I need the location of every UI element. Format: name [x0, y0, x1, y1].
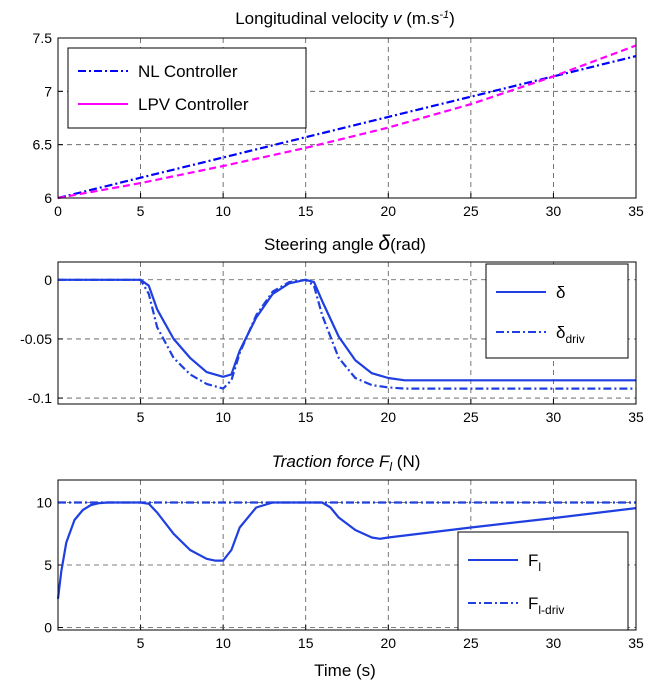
x-tick-label: 10 — [215, 203, 231, 219]
x-tick-label: 30 — [546, 409, 562, 425]
x-tick-label: 20 — [380, 409, 396, 425]
x-tick-label: 25 — [463, 203, 479, 219]
x-tick-label: 35 — [628, 409, 644, 425]
x-tick-label: 25 — [463, 635, 479, 651]
legend-label-delta-driv: δdriv — [556, 323, 585, 346]
chart2-title: Steering angle δ(rad) — [264, 232, 426, 255]
x-tick-label: 25 — [463, 409, 479, 425]
x-axis-label: Time (s) — [314, 661, 376, 680]
legend-label-delta: δ — [556, 283, 565, 302]
series-line-1-1 — [58, 278, 636, 390]
x-tick-label: 35 — [628, 635, 644, 651]
y-tick-label: 0 — [44, 620, 52, 636]
legend-label-nl: NL Controller — [138, 62, 238, 81]
legend-label-lpv: LPV Controller — [138, 95, 249, 114]
chart1-legend: NL Controller LPV Controller — [67, 47, 307, 129]
y-tick-label: 10 — [36, 495, 52, 511]
y-tick-label: 5 — [44, 557, 52, 573]
chart3-title: Traction force Fl (N) — [272, 452, 421, 474]
series-line-2-0 — [56, 501, 637, 599]
x-tick-label: 5 — [137, 203, 145, 219]
x-tick-label: 35 — [628, 203, 644, 219]
plot-frame — [57, 37, 637, 199]
legend-label-fl: Fl — [528, 551, 541, 574]
x-tick-label: 0 — [54, 203, 62, 219]
plot-frame — [57, 261, 637, 405]
x-tick-label: 15 — [298, 203, 314, 219]
x-tick-label: 10 — [215, 635, 231, 651]
series-line-0-1 — [57, 44, 637, 200]
series-line-0-0 — [57, 55, 637, 200]
plot-frame — [57, 479, 637, 631]
chart2-legend: δ δdriv — [485, 263, 629, 359]
y-tick-label: -0.1 — [28, 390, 52, 406]
x-tick-label: 15 — [298, 409, 314, 425]
y-tick-label: 6.5 — [33, 137, 53, 153]
y-tick-label: 6 — [44, 190, 52, 206]
x-tick-label: 5 — [137, 635, 145, 651]
x-tick-label: 10 — [215, 409, 231, 425]
x-tick-label: 20 — [380, 203, 396, 219]
chart1-title: Longitudinal velocity v (m.s-1) — [235, 9, 455, 28]
y-tick-label: 0 — [44, 272, 52, 288]
chart3-legend: Fl Fl-driv — [457, 531, 629, 631]
y-tick-label: 7.5 — [33, 30, 53, 46]
x-tick-label: 30 — [546, 635, 562, 651]
x-tick-label: 15 — [298, 635, 314, 651]
x-tick-label: 5 — [137, 409, 145, 425]
x-tick-label: 20 — [380, 635, 396, 651]
x-tick-label: 30 — [546, 203, 562, 219]
y-tick-label: -0.05 — [20, 331, 52, 347]
legend-label-fl-driv: Fl-driv — [528, 594, 564, 617]
y-tick-label: 7 — [44, 83, 52, 99]
